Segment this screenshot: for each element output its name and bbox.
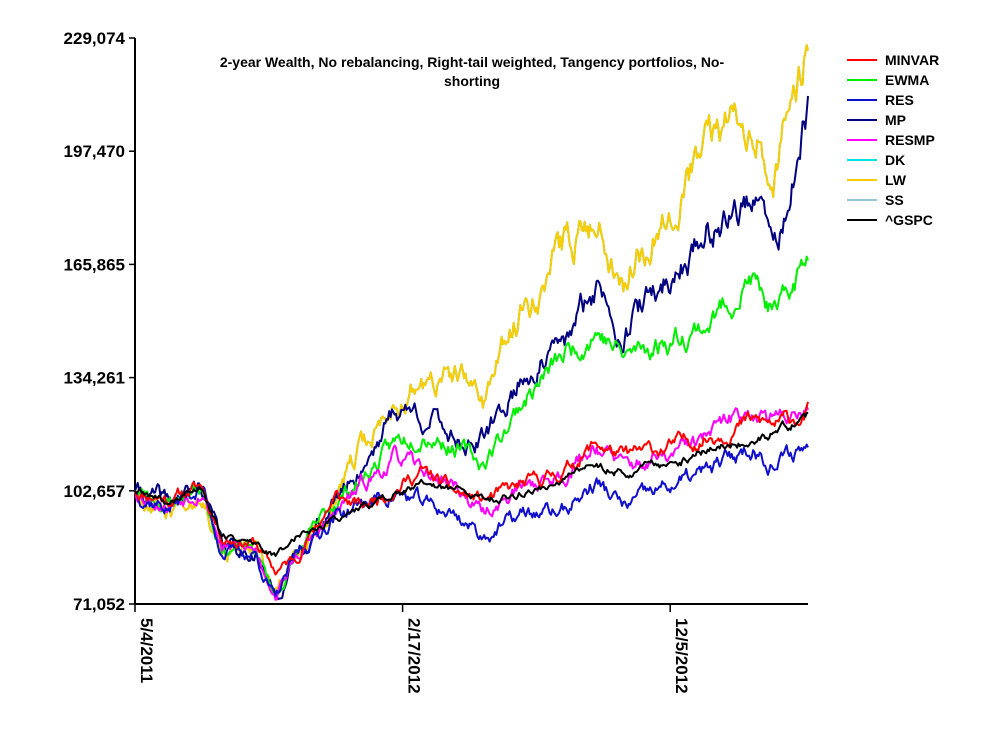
legend-label: ^GSPC	[885, 212, 933, 228]
y-tick-label: 165,865	[64, 255, 125, 274]
legend-label: LW	[885, 172, 907, 188]
series-line-ss	[134, 44, 809, 592]
y-tick-label: 134,261	[64, 369, 125, 388]
plot-area: 71,052 102,657 134,261 165,865 197,470 229,07…	[64, 29, 809, 694]
legend-label: MP	[885, 112, 906, 128]
series-line-mp	[134, 95, 809, 600]
series-line-res	[134, 443, 809, 598]
series-line-ewma	[134, 255, 809, 598]
y-tick-label: 71,052	[73, 595, 125, 614]
chart-title-line-1: 2-year Wealth, No rebalancing, Right-tai…	[220, 54, 725, 70]
legend-label: SS	[885, 192, 904, 208]
series-line-lw	[134, 44, 809, 592]
y-tick-label: 229,074	[64, 29, 126, 48]
x-tick-label: 5/4/2011	[137, 618, 156, 683]
legend-label: DK	[885, 152, 905, 168]
series-line-gspc	[134, 411, 809, 557]
series-lines	[134, 44, 809, 601]
y-tick-label: 102,657	[64, 482, 125, 501]
x-tick-label: 2/17/2012	[405, 618, 424, 694]
legend-label: RESMP	[885, 132, 935, 148]
chart-title-line-2: shorting	[444, 73, 500, 89]
series-line-dk	[134, 44, 809, 592]
legend-label: MINVAR	[885, 52, 939, 68]
y-tick-label: 197,470	[64, 142, 125, 161]
x-tick-label: 12/5/2012	[672, 618, 691, 694]
legend-label: EWMA	[885, 72, 929, 88]
y-axis-ticks: 71,052 102,657 134,261 165,865 197,470 229,07…	[64, 29, 135, 614]
series-line-resmp	[134, 405, 809, 601]
x-axis-ticks: 5/4/2011 2/17/2012 12/5/2012	[134, 604, 691, 694]
legend-label: RES	[885, 92, 914, 108]
